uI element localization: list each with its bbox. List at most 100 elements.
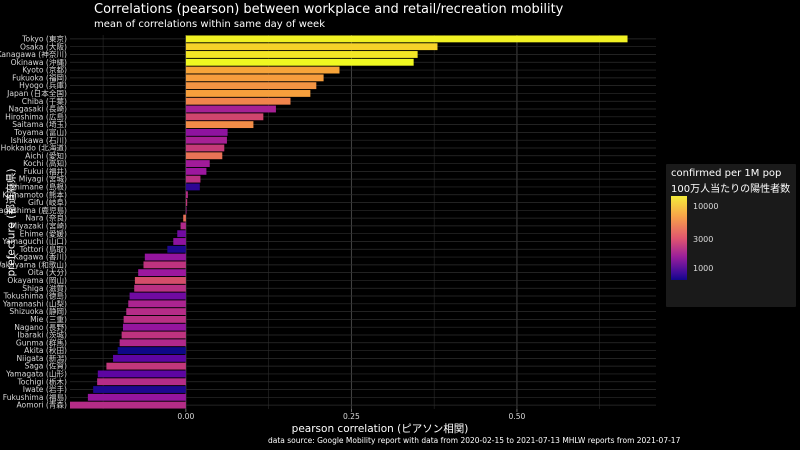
y-tick-label: Okinawa (沖縄) <box>11 57 67 67</box>
y-tick-label: Shimane (島根) <box>10 182 67 192</box>
y-tick-label: Akita (秋田) <box>24 345 67 355</box>
bar <box>70 401 186 409</box>
y-axis-label: prefecture (都道府県) <box>5 168 18 277</box>
y-tick-label: Gifu (岐阜) <box>28 197 67 207</box>
y-tick-label: Fukushima (福島) <box>3 392 67 402</box>
y-tick-label: Fukui (福井) <box>24 166 67 176</box>
bar <box>119 339 186 347</box>
bar <box>185 160 210 167</box>
x-tick-label: 0.25 <box>343 412 360 421</box>
bar <box>143 261 186 269</box>
y-tick-label: Aichi (愛知) <box>25 150 67 160</box>
legend-color-bar <box>671 196 687 280</box>
y-tick-label: Wakayama (和歌山) <box>0 259 67 269</box>
bar <box>97 370 186 378</box>
bar <box>134 277 186 284</box>
y-tick-label: Chiba (千葉) <box>22 96 67 106</box>
y-tick-label: Fukuoka (福岡) <box>12 73 67 82</box>
y-tick-label: Ibaraki (茨城) <box>17 330 67 340</box>
bar <box>144 253 186 261</box>
x-tick-label: 0.50 <box>508 412 525 421</box>
y-tick-label: Yamagata (山形) <box>5 369 67 379</box>
y-tick-label: Gunma (群馬) <box>16 337 67 347</box>
bar <box>126 308 186 316</box>
y-tick-label: Osaka (大阪) <box>20 41 67 51</box>
y-tick-label: Kagoshima (鹿児島) <box>0 205 67 215</box>
bar <box>173 238 186 245</box>
bar <box>185 113 264 121</box>
y-tick-label: Saitama (埼玉) <box>12 119 67 129</box>
bar <box>185 97 291 105</box>
bar <box>185 82 317 90</box>
bar <box>121 331 186 339</box>
y-tick-label: Tochigi (栃木) <box>16 376 67 386</box>
y-tick-label: Oita (大分) <box>28 267 67 277</box>
bar <box>185 128 228 136</box>
y-tick-label: Hokkaido (北海道) <box>1 143 67 153</box>
bar <box>185 167 207 175</box>
y-tick-label: Yamaguchi (山口) <box>1 236 67 246</box>
y-tick-label: Niigata (新潟) <box>16 353 67 363</box>
legend-tick-label: 3000 <box>693 235 714 244</box>
bar <box>138 269 186 277</box>
y-tick-label: Saga (佐賀) <box>25 361 68 371</box>
color-legend: confirmed per 1M pop 100万人当たりの陽性者数 10000… <box>666 164 796 307</box>
y-tick-label: Toyama (富山) <box>13 127 67 137</box>
bar <box>185 74 324 82</box>
y-tick-label: Hiroshima (広島) <box>5 111 67 121</box>
bar <box>185 90 311 97</box>
bar <box>134 284 186 292</box>
y-tick-label: Nagasaki (長崎) <box>9 104 67 114</box>
y-tick-label: Kagawa (香川) <box>14 252 67 262</box>
bar <box>117 347 186 354</box>
bar <box>183 214 186 222</box>
bar <box>129 292 186 300</box>
x-tick-label: 0.00 <box>177 412 194 421</box>
y-tick-label: Kochi (高知) <box>23 158 67 168</box>
data-source-caption: data source: Google Mobility report with… <box>268 436 681 445</box>
y-tick-label: Nara (奈良) <box>25 213 67 223</box>
bar <box>185 136 227 144</box>
bar <box>185 35 628 43</box>
bar <box>185 152 223 160</box>
y-tick-label: Kanagawa (神奈川) <box>0 49 67 59</box>
y-tick-label: Hyogo (兵庫) <box>19 80 67 90</box>
bar <box>106 362 186 370</box>
bar <box>185 51 418 58</box>
bar <box>177 230 186 238</box>
bar <box>185 206 187 214</box>
bar <box>87 393 186 401</box>
y-tick-label: Yamanashi (山梨) <box>2 298 67 308</box>
legend-title-ja: 100万人当たりの陽性者数 <box>671 184 791 195</box>
bar <box>185 183 200 191</box>
bar <box>185 66 340 74</box>
y-tick-label: Ishikawa (石川) <box>11 136 67 145</box>
bar <box>123 315 186 323</box>
bar <box>185 144 225 152</box>
y-tick-label: Iwate (岩手) <box>23 384 67 394</box>
bar <box>97 378 186 386</box>
y-tick-label: Shizuoka (静岡) <box>9 306 67 316</box>
bar <box>185 191 188 199</box>
bar <box>180 222 186 230</box>
bar <box>128 300 186 308</box>
y-tick-label: Miyazaki (宮崎) <box>11 220 68 230</box>
bar <box>185 199 188 206</box>
chart-title: Correlations (pearson) between workplace… <box>94 2 564 17</box>
y-tick-label: Tokyo (東京) <box>21 33 67 43</box>
bar <box>185 121 254 129</box>
y-tick-label: Kumamoto (熊本) <box>2 189 67 199</box>
legend-tick-label: 1000 <box>693 264 714 273</box>
legend-tick-label: 10000 <box>693 202 719 211</box>
bar <box>185 105 276 113</box>
bar <box>185 175 201 183</box>
bar <box>93 386 186 393</box>
y-tick-label: Shiga (滋賀) <box>22 283 67 293</box>
chart-subtitle: mean of correlations within same day of … <box>94 19 325 30</box>
bar <box>185 43 438 51</box>
y-tick-label: Okayama (岡山) <box>7 275 67 285</box>
bar <box>185 58 414 66</box>
legend-title-en: confirmed per 1M pop <box>671 168 782 179</box>
bar <box>113 354 186 362</box>
